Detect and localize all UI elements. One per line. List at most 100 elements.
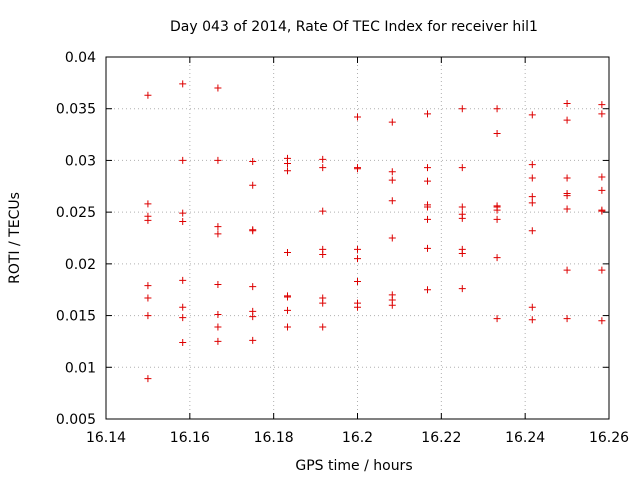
- data-point: [179, 314, 187, 322]
- data-point: [179, 338, 187, 346]
- data-point: [458, 164, 466, 172]
- data-point: [424, 164, 432, 172]
- x-tick-label: 16.18: [254, 430, 294, 446]
- x-tick-label: 16.16: [170, 430, 210, 446]
- data-point: [179, 276, 187, 284]
- data-point: [528, 227, 536, 235]
- data-point: [458, 250, 466, 258]
- x-tick-label: 16.24: [505, 430, 545, 446]
- data-point: [179, 217, 187, 225]
- data-point: [598, 101, 606, 109]
- data-point: [598, 110, 606, 118]
- data-point: [598, 317, 606, 325]
- data-point: [144, 91, 152, 99]
- y-tick-label: 0.01: [65, 360, 96, 376]
- data-point: [319, 207, 327, 215]
- y-axis-label: ROTI / TECUs: [7, 192, 23, 284]
- data-point: [528, 111, 536, 119]
- data-point: [598, 186, 606, 194]
- data-point: [458, 203, 466, 211]
- data-point: [214, 323, 222, 331]
- chart-title: Day 043 of 2014, Rate Of TEC Index for r…: [170, 19, 538, 35]
- data-point: [493, 215, 501, 223]
- data-point: [144, 312, 152, 320]
- data-point: [249, 336, 257, 344]
- data-point: [283, 323, 291, 331]
- data-point: [563, 116, 571, 124]
- data-point: [458, 214, 466, 222]
- data-point: [214, 84, 222, 92]
- data-point: [388, 197, 396, 205]
- data-point: [493, 105, 501, 113]
- data-point: [424, 215, 432, 223]
- x-tick-label: 16.14: [86, 430, 126, 446]
- data-point: [283, 167, 291, 175]
- data-point: [283, 248, 291, 256]
- data-point: [424, 177, 432, 185]
- data-point: [424, 110, 432, 118]
- data-point: [528, 161, 536, 169]
- data-point: [179, 303, 187, 311]
- data-point: [144, 282, 152, 290]
- data-point: [563, 205, 571, 213]
- data-point: [563, 192, 571, 200]
- data-point: [354, 245, 361, 253]
- data-point: [354, 165, 361, 173]
- data-point: [388, 118, 396, 126]
- data-point: [144, 200, 152, 208]
- data-point: [563, 315, 571, 323]
- y-tick-label: 0.025: [56, 205, 96, 221]
- data-point: [388, 176, 396, 184]
- data-point: [249, 157, 257, 165]
- data-point: [249, 181, 257, 189]
- data-point: [319, 164, 327, 172]
- data-point: [388, 301, 396, 309]
- data-point: [493, 254, 501, 262]
- y-tick-label: 0.005: [56, 412, 96, 428]
- data-point: [493, 206, 501, 214]
- data-point: [563, 266, 571, 274]
- data-point: [598, 266, 606, 274]
- data-point: [214, 311, 222, 319]
- axis-ticks: 16.14 16.16 16.18 16.2 16.22 16.24 16.26 0.005 0…: [56, 50, 629, 446]
- data-point: [249, 227, 257, 235]
- data-point: [319, 251, 327, 259]
- x-axis-label: GPS time / hours: [295, 458, 412, 474]
- data-point: [528, 303, 536, 311]
- data-point: [528, 174, 536, 182]
- data-points: [144, 80, 606, 383]
- data-point: [424, 244, 432, 252]
- data-point: [354, 113, 361, 121]
- data-point: [179, 209, 187, 217]
- data-point: [179, 80, 187, 88]
- data-point: [249, 313, 257, 321]
- data-point: [598, 173, 606, 181]
- data-point: [458, 285, 466, 293]
- data-point: [388, 168, 396, 176]
- data-point: [144, 216, 152, 224]
- data-point: [283, 293, 291, 301]
- x-tick-label: 16.26: [589, 430, 629, 446]
- data-point: [214, 337, 222, 345]
- y-tick-label: 0.02: [65, 257, 96, 273]
- y-tick-label: 0.03: [65, 153, 96, 169]
- data-point: [528, 199, 536, 207]
- data-point: [214, 230, 222, 238]
- data-point: [458, 105, 466, 113]
- data-point: [214, 156, 222, 164]
- data-point: [214, 281, 222, 289]
- y-tick-label: 0.04: [65, 50, 96, 66]
- x-tick-label: 16.22: [421, 430, 461, 446]
- data-point: [319, 323, 327, 331]
- data-point: [598, 207, 606, 215]
- x-tick-label: 16.2: [342, 430, 373, 446]
- data-point: [563, 174, 571, 182]
- data-point: [424, 203, 432, 211]
- y-tick-label: 0.035: [56, 102, 96, 118]
- data-point: [493, 315, 501, 323]
- data-point: [424, 286, 432, 294]
- data-point: [179, 156, 187, 164]
- data-point: [563, 100, 571, 108]
